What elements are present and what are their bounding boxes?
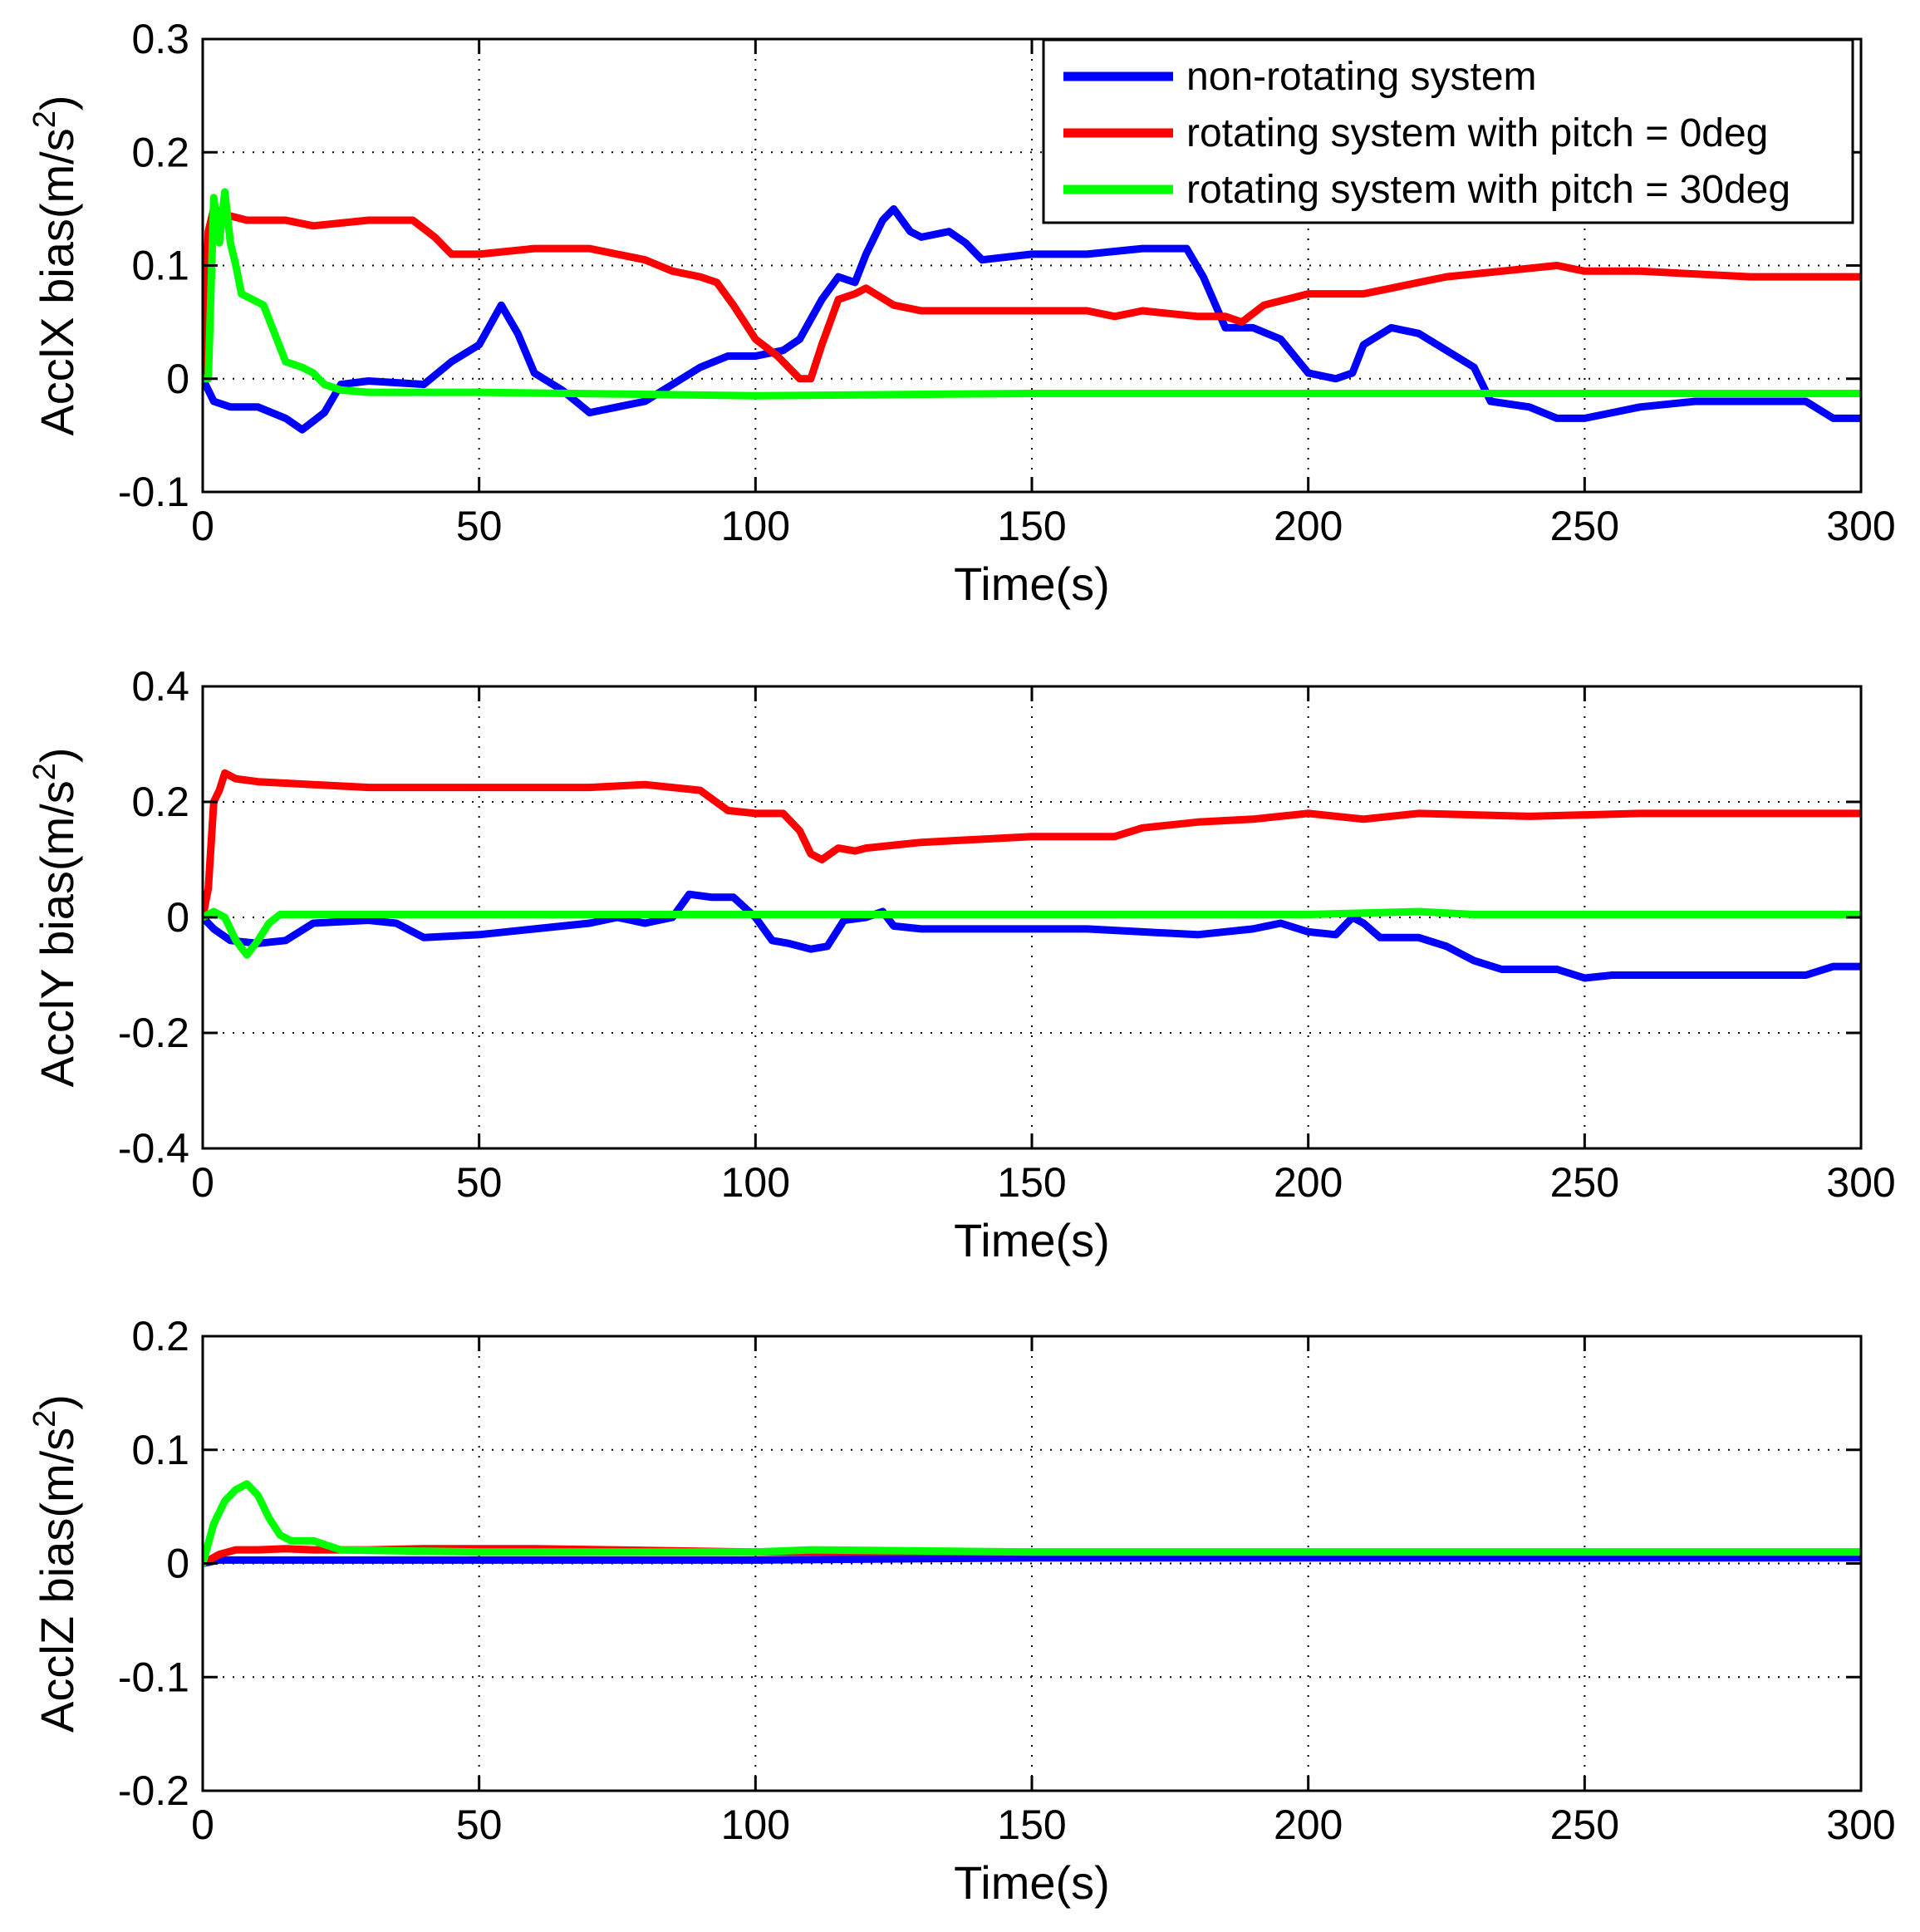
y-tick-label: 0.2 [131,779,189,825]
x-tick-label: 100 [721,1159,790,1206]
x-tick-label: 300 [1826,1159,1895,1206]
series-group [203,769,1861,982]
series-line-3 [203,1480,1861,1567]
x-axis-label: Time(s) [954,1856,1110,1909]
x-axis-label: Time(s) [954,1214,1110,1266]
series-line-2 [203,769,1861,922]
y-tick-label: -0.2 [118,1010,189,1056]
y-tick-label: -0.2 [118,1767,189,1814]
series-line-1 [203,1554,1861,1567]
y-tick-label: 0.2 [131,129,189,175]
y-axis-label: AcclX bias(m/s2) [27,95,83,435]
chart-panel-3: 0 50 100 150 200 250 300 -0.2 -0.1 0 0.1 0.2 Time(s)… [27,1313,1896,1909]
x-tick-label: 250 [1550,1159,1619,1206]
y-tick-label: 0 [166,1541,189,1587]
y-axis-label: AcclZ bias(m/s2) [27,1394,83,1733]
x-tick-label: 50 [456,1159,503,1206]
y-tick-label: 0.1 [131,243,189,289]
y-tick-label: 0.4 [131,663,189,710]
x-tick-label: 250 [1550,1802,1619,1848]
y-tick-label: 0.3 [131,16,189,62]
x-tick-label: 200 [1274,1159,1343,1206]
x-tick-label: 100 [721,503,790,549]
y-axis-label: AcclY bias(m/s2) [27,747,83,1087]
x-tick-label: 300 [1826,1802,1895,1848]
series-group [203,1480,1861,1567]
x-tick-label: 50 [456,503,503,549]
x-tick-label: 150 [997,1802,1066,1848]
legend: non-rotating system rotating system with … [1042,38,1854,224]
chart-panel-1: 0 50 100 150 200 250 300-0.100.10.20.3Time(s)A… [27,16,1896,610]
y-tick-label: -0.4 [118,1125,189,1172]
x-tick-label: 300 [1826,503,1895,549]
series-group [203,188,1861,434]
y-tick-label: 0.1 [131,1427,189,1473]
series-line-3 [203,907,1861,959]
x-tick-label: 0 [191,1802,214,1848]
y-tick-label: 0.2 [131,1313,189,1359]
x-tick-label: 250 [1550,503,1619,549]
legend-label-2: rotating system with pitch = 0deg [1186,111,1768,155]
x-tick-label: 50 [456,1802,503,1848]
legend-box [1042,38,1854,224]
y-tick-label: -0.1 [118,469,189,515]
legend-label-3: rotating system with pitch = 30deg [1186,168,1790,212]
x-axis-label: Time(s) [954,558,1110,610]
series-line-3 [203,188,1861,400]
chart-panel-2: 0 50 100 150 200 250 300 -0.4 -0.2 0 0.2 0.4 Time(s)… [27,663,1896,1266]
x-tick-label: 0 [191,503,214,549]
series-line-2 [203,204,1861,383]
y-tick-label: -0.1 [118,1654,189,1700]
x-tick-label: 150 [997,1159,1066,1206]
x-tick-label: 100 [721,1802,790,1848]
x-tick-label: 200 [1274,503,1343,549]
x-tick-label: 150 [997,503,1066,549]
y-tick-label: 0 [166,894,189,941]
x-tick-label: 0 [191,1159,214,1206]
legend-label-1: non-rotating system [1186,55,1537,99]
x-tick-label: 200 [1274,1802,1343,1848]
y-tick-label: 0 [166,356,189,402]
